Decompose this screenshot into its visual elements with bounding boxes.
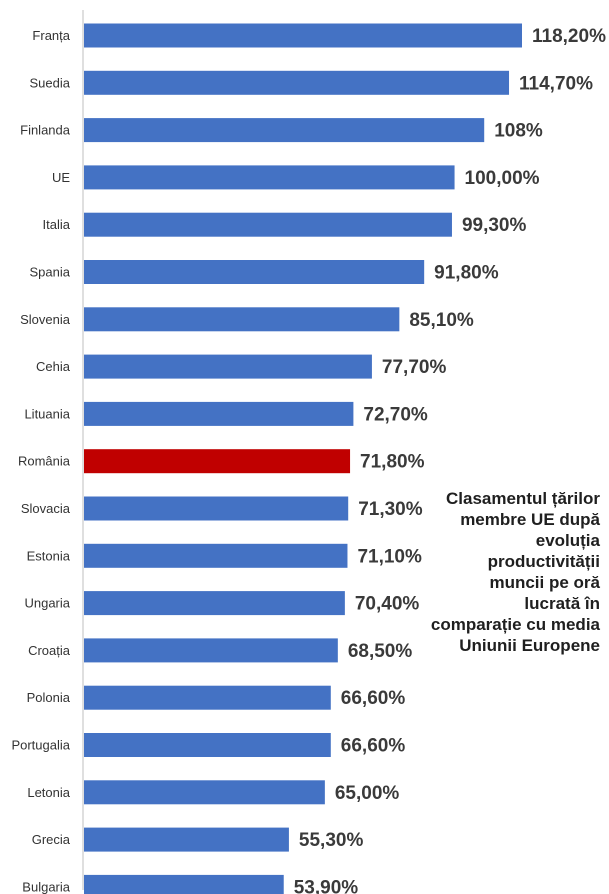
data-label: 53,90% xyxy=(294,877,359,894)
data-label: 108% xyxy=(494,121,543,142)
category-label: Slovacia xyxy=(21,501,71,516)
category-label: Ungaria xyxy=(24,596,70,611)
data-label: 70,40% xyxy=(355,594,420,615)
category-label: România xyxy=(18,454,71,469)
category-label: Suedia xyxy=(30,75,71,90)
bar xyxy=(84,165,455,190)
data-label: 71,80% xyxy=(360,452,425,473)
bar xyxy=(84,260,425,284)
bar xyxy=(84,780,325,805)
bar xyxy=(84,496,349,521)
data-label: 91,80% xyxy=(434,263,499,284)
bar xyxy=(84,70,510,95)
bar xyxy=(84,638,338,663)
bar xyxy=(84,685,331,710)
category-label: Portugalia xyxy=(11,738,70,753)
category-label: Estonia xyxy=(27,548,71,563)
category-label: Letonia xyxy=(27,785,70,800)
data-label: 66,60% xyxy=(341,736,406,757)
data-label: 71,30% xyxy=(358,499,423,520)
data-label: 85,10% xyxy=(409,310,474,331)
category-label: Spania xyxy=(30,265,71,280)
bar xyxy=(84,401,354,426)
data-label: 77,70% xyxy=(382,357,447,378)
data-label: 118,20% xyxy=(532,26,606,47)
category-label: Croația xyxy=(28,643,71,658)
data-label: 66,60% xyxy=(341,688,406,709)
bar xyxy=(84,591,345,616)
bar xyxy=(84,543,348,568)
bar xyxy=(84,354,372,379)
bar xyxy=(84,307,400,332)
category-label: Grecia xyxy=(32,832,71,847)
data-label: 65,00% xyxy=(335,783,400,804)
bar-highlighted xyxy=(84,449,351,474)
category-label: Cehia xyxy=(36,359,71,374)
chart-title: Clasamentul țărilor membre UE după evolu… xyxy=(430,489,600,655)
data-label: 72,70% xyxy=(363,404,428,425)
bar xyxy=(84,118,485,143)
bar xyxy=(84,212,452,237)
data-label: 71,10% xyxy=(357,546,422,567)
category-label: Slovenia xyxy=(20,312,71,327)
category-label: Italia xyxy=(43,217,71,232)
bar xyxy=(84,827,289,852)
category-label: Franța xyxy=(32,28,70,43)
bar xyxy=(84,733,331,757)
data-label: 100,00% xyxy=(465,168,540,189)
category-label: Polonia xyxy=(27,690,71,705)
category-label: UE xyxy=(52,170,70,185)
bar xyxy=(84,23,522,48)
category-label: Lituania xyxy=(24,406,70,421)
data-label: 55,30% xyxy=(299,830,364,851)
data-label: 114,70% xyxy=(519,73,593,94)
category-label: Finlanda xyxy=(20,123,71,138)
category-label: Bulgaria xyxy=(22,879,70,894)
data-label: 99,30% xyxy=(462,215,527,236)
data-label: 68,50% xyxy=(348,641,413,662)
bar xyxy=(84,874,284,894)
